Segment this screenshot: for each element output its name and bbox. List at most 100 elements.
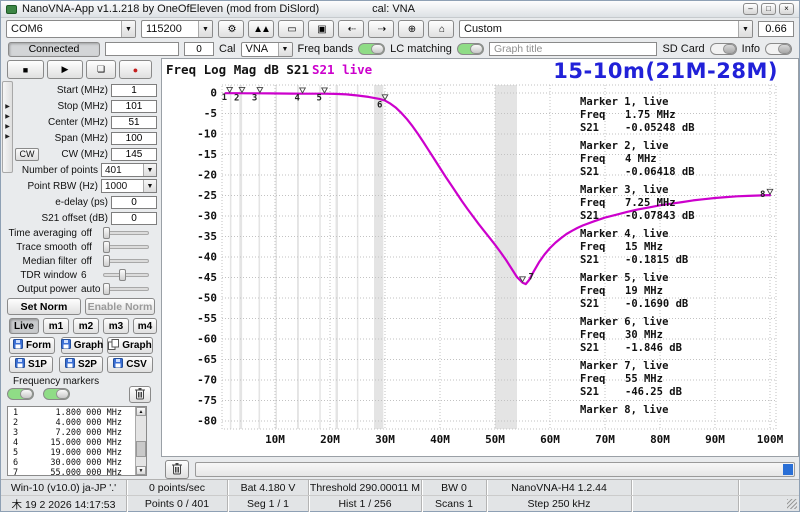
slider-track[interactable] <box>102 255 149 267</box>
save-form-button[interactable]: Form <box>9 337 55 354</box>
chevron-down-icon[interactable]: ▼ <box>121 21 135 37</box>
port-left-icon[interactable]: ⇠ <box>338 20 364 38</box>
field-select[interactable]: 401 ▼ <box>101 163 157 177</box>
marker-glyph[interactable] <box>518 276 527 283</box>
cal-points-input[interactable] <box>184 42 214 56</box>
marker-glyph[interactable] <box>381 94 389 101</box>
chevron-down-icon[interactable]: ▼ <box>277 42 292 56</box>
trace-tab-m2[interactable]: m2 <box>73 318 99 334</box>
markers-scrollbar[interactable]: ▲ ▼ <box>135 407 146 475</box>
marker-glyph[interactable] <box>320 87 329 94</box>
markers-toggle-1[interactable] <box>7 388 34 400</box>
trace-tab-m4[interactable]: m4 <box>133 318 157 334</box>
stop-button[interactable]: ■ <box>7 60 44 79</box>
freq-marker-row[interactable]: 3 7.200 000 MHz <box>8 428 134 438</box>
battery-icon[interactable]: ▭ <box>278 20 304 38</box>
slider-thumb[interactable] <box>102 227 110 239</box>
marker-glyph[interactable] <box>238 87 246 94</box>
scroll-thumb[interactable] <box>136 441 146 457</box>
sweep-button[interactable]: ▶ <box>47 60 83 79</box>
field-input[interactable] <box>111 211 157 225</box>
slider-row: Time averaging off <box>5 226 155 240</box>
field-input[interactable] <box>111 99 157 113</box>
slider-track[interactable] <box>102 227 149 239</box>
marker-glyph[interactable] <box>226 86 234 94</box>
freq-marker-row[interactable]: 1 1.800 000 MHz <box>8 408 134 418</box>
slider-thumb[interactable] <box>119 269 127 281</box>
step-arrow-icon[interactable]: ▶ <box>5 134 10 140</box>
scroll-down-icon[interactable]: ▼ <box>136 466 146 475</box>
slider-thumb[interactable] <box>102 255 110 267</box>
marker-glyph[interactable] <box>766 188 774 196</box>
screenshot-icon[interactable]: ▣ <box>308 20 334 38</box>
freq-marker-row[interactable]: 6 30.000 000 MHz <box>8 458 134 468</box>
aux-input[interactable] <box>105 42 179 56</box>
clear-trace-button[interactable] <box>165 460 189 479</box>
trace-tab-live[interactable]: Live <box>9 318 39 334</box>
field-input[interactable] <box>111 195 157 209</box>
slider-track[interactable] <box>102 241 149 253</box>
cw-button[interactable]: CW <box>15 147 39 161</box>
delete-markers-button[interactable] <box>129 386 151 403</box>
field-input[interactable] <box>111 83 157 97</box>
step-arrow-strip[interactable]: ▶ ▶ ▶ ▶ <box>2 81 13 173</box>
scale-value-input[interactable] <box>758 21 794 37</box>
web-icon[interactable]: ⊕ <box>398 20 424 38</box>
marker-title: Marker 6, live <box>580 316 669 328</box>
store-button[interactable]: ❏ <box>86 60 116 79</box>
field-input[interactable] <box>111 147 157 161</box>
lc-matching-toggle[interactable] <box>456 43 484 55</box>
slider-thumb[interactable] <box>102 241 110 253</box>
save-graph-button[interactable]: Graph <box>60 337 103 354</box>
trace-tab-m3[interactable]: m3 <box>103 318 129 334</box>
record-button[interactable]: ● <box>119 60 152 79</box>
marker-glyph[interactable] <box>298 87 307 94</box>
chevron-down-icon[interactable]: ▼ <box>738 21 752 37</box>
step-arrow-icon[interactable]: ▶ <box>5 114 10 120</box>
slider-track[interactable] <box>103 269 149 281</box>
set-norm-button[interactable]: Set Norm <box>7 298 81 315</box>
minimize-button[interactable]: – <box>743 3 758 15</box>
close-button[interactable]: × <box>779 3 794 15</box>
cal-mode-select[interactable]: VNA ▼ <box>240 41 293 57</box>
step-arrow-icon[interactable]: ▶ <box>5 124 10 130</box>
statusbar-cell: Threshold 290.00011 M <box>308 480 421 495</box>
port-right-icon[interactable]: ⇢ <box>368 20 394 38</box>
preset-select[interactable]: Custom ▼ <box>459 20 753 38</box>
settings-icon[interactable]: ⚙ <box>218 20 244 38</box>
freq-marker-row[interactable]: 5 19.000 000 MHz <box>8 448 134 458</box>
field-input[interactable] <box>111 131 157 145</box>
save-graph-button[interactable]: Graph <box>107 337 153 354</box>
marker-glyph[interactable] <box>256 87 264 94</box>
scroll-up-icon[interactable]: ▲ <box>136 407 146 416</box>
x-tick-label: 30M <box>375 433 395 446</box>
freq-marker-row[interactable]: 2 4.000 000 MHz <box>8 418 134 428</box>
export-s1p-button[interactable]: S1P <box>9 356 53 373</box>
field-input[interactable] <box>111 115 157 129</box>
antennas-icon[interactable]: ▲▲ <box>248 20 274 38</box>
info-toggle[interactable] <box>765 43 792 55</box>
freq-marker-row[interactable]: 7 55.000 000 MHz <box>8 468 134 475</box>
slider-track[interactable] <box>102 283 149 295</box>
markers-toggle-2[interactable] <box>43 388 71 400</box>
field-select[interactable]: 1000 ▼ <box>101 179 157 193</box>
freq-bands-toggle[interactable] <box>358 43 386 55</box>
baud-rate-select[interactable]: 115200 ▼ <box>141 20 213 38</box>
step-arrow-icon[interactable]: ▶ <box>5 104 10 110</box>
export-s2p-button[interactable]: S2P <box>59 356 103 373</box>
sd-card-toggle[interactable] <box>709 43 737 55</box>
export-csv-button[interactable]: CSV <box>107 356 153 373</box>
freq-marker-row[interactable]: 4 15.000 000 MHz <box>8 438 134 448</box>
resize-grip[interactable] <box>787 499 797 509</box>
exit-icon[interactable]: ⌂ <box>428 20 454 38</box>
graph-title-input[interactable] <box>488 42 658 56</box>
trace-tab-m1[interactable]: m1 <box>43 318 69 334</box>
com-port-select[interactable]: COM6 ▼ <box>6 20 136 38</box>
slider-thumb[interactable] <box>102 283 110 295</box>
enable-norm-button[interactable]: Enable Norm <box>85 298 155 315</box>
frequency-markers-list[interactable]: 1 1.800 000 MHz 2 4.000 000 MHz 3 7.200 000 M… <box>7 406 147 476</box>
scan-progress-bar[interactable] <box>195 462 795 477</box>
chevron-down-icon[interactable]: ▼ <box>198 21 212 37</box>
connected-button[interactable]: Connected <box>8 41 100 57</box>
maximize-button[interactable]: □ <box>761 3 776 15</box>
